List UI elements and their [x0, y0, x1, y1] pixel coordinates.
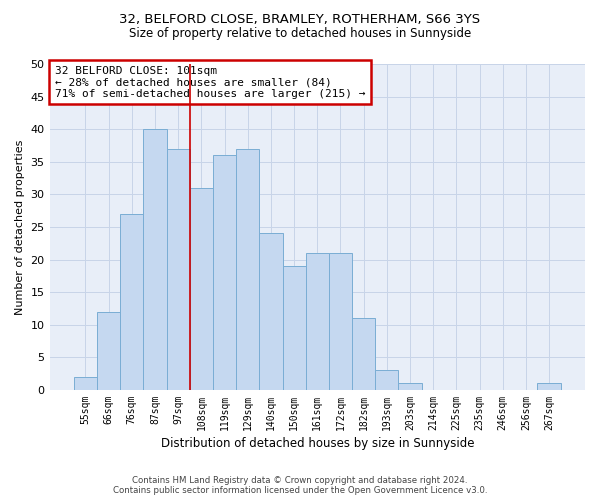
Bar — [167, 148, 190, 390]
Bar — [143, 129, 167, 390]
Bar — [259, 234, 283, 390]
Bar — [538, 384, 560, 390]
Bar — [352, 318, 375, 390]
Bar — [283, 266, 305, 390]
Text: 32, BELFORD CLOSE, BRAMLEY, ROTHERHAM, S66 3YS: 32, BELFORD CLOSE, BRAMLEY, ROTHERHAM, S… — [119, 12, 481, 26]
Bar — [398, 384, 422, 390]
X-axis label: Distribution of detached houses by size in Sunnyside: Distribution of detached houses by size … — [161, 437, 474, 450]
Bar — [120, 214, 143, 390]
Bar — [329, 253, 352, 390]
Bar — [74, 377, 97, 390]
Bar — [190, 188, 213, 390]
Text: Size of property relative to detached houses in Sunnyside: Size of property relative to detached ho… — [129, 28, 471, 40]
Text: Contains HM Land Registry data © Crown copyright and database right 2024.
Contai: Contains HM Land Registry data © Crown c… — [113, 476, 487, 495]
Bar — [375, 370, 398, 390]
Text: 32 BELFORD CLOSE: 101sqm
← 28% of detached houses are smaller (84)
71% of semi-d: 32 BELFORD CLOSE: 101sqm ← 28% of detach… — [55, 66, 365, 99]
Bar — [236, 148, 259, 390]
Bar — [213, 156, 236, 390]
Bar — [305, 253, 329, 390]
Bar — [97, 312, 120, 390]
Y-axis label: Number of detached properties: Number of detached properties — [15, 140, 25, 314]
